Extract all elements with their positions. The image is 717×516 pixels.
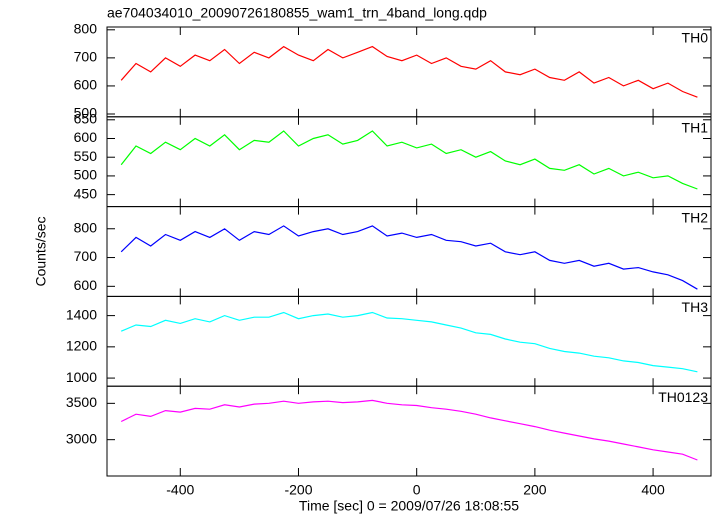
x-tick-label: 400	[641, 482, 665, 498]
panel-frame	[106, 116, 712, 208]
y-tick-label: 600	[74, 129, 98, 145]
data-line	[120, 130, 698, 190]
panel-frame	[106, 206, 712, 297]
y-tick-label: 450	[74, 185, 98, 201]
y-tick-label: 600	[74, 277, 98, 293]
y-tick-label: 700	[74, 49, 98, 65]
chart-title: ae704034010_20090726180855_wam1_trn_4ban…	[107, 5, 487, 21]
y-tick-label: 650	[74, 110, 98, 126]
y-tick-label: 1400	[66, 306, 97, 322]
x-tick-label: -200	[284, 482, 312, 498]
y-tick-label: 500	[74, 167, 98, 183]
y-tick-label: 500	[74, 105, 98, 121]
x-tick-label: 200	[523, 482, 547, 498]
data-line	[120, 399, 698, 461]
y-tick-label: 550	[74, 148, 98, 164]
y-tick-label: 800	[74, 21, 98, 37]
panel-frame	[106, 385, 712, 477]
panel-label: TH3	[682, 299, 709, 315]
panel-label: TH2	[682, 209, 709, 225]
y-tick-label: 800	[74, 219, 98, 235]
panel-frame	[106, 295, 712, 387]
y-tick-label: 3000	[66, 430, 97, 446]
y-tick-label: 700	[74, 248, 98, 264]
y-tick-label: 1200	[66, 338, 97, 354]
data-line	[120, 311, 698, 373]
y-tick-label: 600	[74, 77, 98, 93]
panel-frame	[106, 26, 712, 118]
y-tick-label: 3500	[66, 394, 97, 410]
x-tick-label: -400	[166, 482, 194, 498]
panel-label: TH1	[682, 120, 709, 136]
panel-label: TH0123	[658, 389, 708, 405]
panel-label: TH0	[682, 30, 709, 46]
y-axis-label: Counts/sec	[33, 216, 49, 286]
x-axis-label: Time [sec] 0 = 2009/07/26 18:08:55	[299, 498, 519, 514]
data-line	[120, 225, 698, 290]
data-line	[120, 45, 698, 98]
y-tick-label: 1000	[66, 369, 97, 385]
x-tick-label: 0	[413, 482, 421, 498]
